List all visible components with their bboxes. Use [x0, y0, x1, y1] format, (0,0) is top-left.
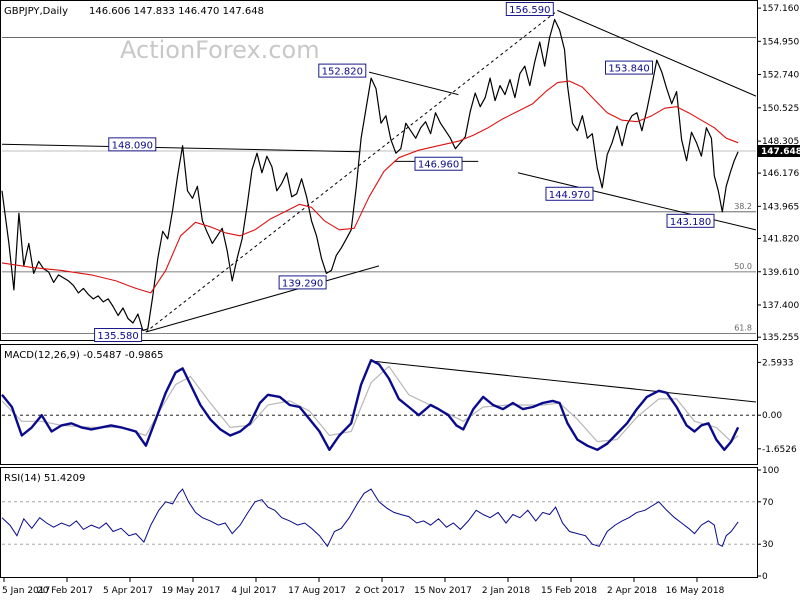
price-label-box: 139.290 [278, 275, 327, 290]
last-price-label: 147.648 [761, 147, 800, 157]
y-tick-label: 154.950 [762, 37, 799, 47]
price-label-box-frame [666, 213, 715, 228]
y-tick-label: 150.525 [762, 104, 799, 114]
price-series-line [1, 18, 739, 332]
price-label-box: 148.090 [108, 137, 157, 152]
price-label-box-frame [505, 2, 554, 17]
fib-level-label: 61.8 [734, 323, 752, 332]
price-label-text: 146.960 [418, 160, 459, 171]
macd-y-tick-label: 2.5933 [762, 358, 794, 368]
rsi-title: RSI(14) 51.4209 [4, 473, 85, 484]
price-trendlines [1, 10, 757, 333]
rsi-line [1, 488, 739, 548]
last-price-tag [758, 145, 800, 158]
rsi-y-axis: 100 70 30 0 [757, 466, 779, 582]
macd-trendline [372, 360, 757, 403]
x-tick-label: 2 Oct 2017 [355, 586, 405, 596]
y-tick-label: 146.176 [762, 169, 799, 179]
price-label-box: 153.840 [605, 60, 654, 75]
price-panel-frame [0, 0, 758, 341]
price-label-box: 135.580 [94, 327, 143, 342]
rsi-panel-frame [0, 467, 758, 578]
macd-line [1, 359, 740, 451]
price-label-box-frame [545, 186, 594, 201]
price-series [1, 18, 739, 332]
rsi-y-tick-label: 0 [762, 572, 768, 582]
price-label-box-frame [94, 327, 143, 342]
price-label-box: 146.960 [414, 156, 463, 171]
macd-y-tick-label: -1.6526 [762, 445, 797, 455]
price-label-box-frame [108, 137, 157, 152]
watermark: ActionForex.com [120, 36, 320, 64]
x-tick-label: 2 Jan 2018 [482, 586, 530, 596]
price-label-box-frame [414, 156, 463, 171]
x-tick-label: 5 Jan 2017 [2, 586, 50, 596]
price-label-text: 153.840 [608, 64, 649, 75]
fib-level-label: 38.2 [734, 202, 752, 211]
trendline [368, 71, 459, 96]
price-label-box: 143.180 [666, 213, 715, 228]
fib-level-label: 50.0 [734, 262, 752, 271]
trendline [1, 143, 360, 153]
ohlc-readout: 146.606 147.833 146.470 147.648 [89, 6, 264, 17]
price-label-text: 135.580 [97, 331, 138, 342]
y-tick-label: 152.740 [762, 71, 799, 81]
y-tick-label: 157.160 [762, 4, 799, 14]
macd-title: MACD(12,26,9) -0.5487 -0.9865 [4, 350, 164, 361]
x-tick-label: 4 Jul 2017 [231, 586, 276, 596]
macd-trendlines [372, 360, 757, 403]
x-tick-label: 5 Apr 2017 [103, 586, 153, 596]
price-levels: 38.2 50.0 61.8 [2, 37, 756, 334]
x-tick-label: 19 May 2017 [162, 586, 221, 596]
rsi-series [1, 488, 739, 548]
x-tick-label: 16 May 2018 [666, 586, 725, 596]
trendline [145, 265, 380, 333]
y-tick-label: 139.610 [762, 268, 799, 278]
price-y-axis: 157.160 154.950 152.740 150.525 148.305 146.1… [757, 4, 800, 343]
y-tick-label: 148.305 [762, 137, 799, 147]
x-tick-label: 15 Feb 2018 [541, 586, 597, 596]
macd-signal-line [1, 365, 739, 443]
price-label-box: 152.820 [318, 63, 367, 78]
rsi-y-tick-label: 70 [762, 498, 774, 508]
price-label-box-frame [318, 63, 367, 78]
rsi-y-tick-label: 30 [762, 540, 774, 550]
price-annotations: 148.090 135.580 152.820 139.290 146.960 156.5… [94, 2, 715, 342]
moving-average-line [1, 80, 739, 294]
macd-series [1, 359, 740, 451]
price-label-text: 144.970 [549, 190, 590, 201]
rsi-levels [2, 501, 756, 545]
price-label-box: 156.590 [505, 2, 554, 17]
trendline [517, 172, 757, 231]
x-tick-label: 2 Apr 2018 [607, 586, 657, 596]
x-tick-label: 15 Nov 2017 [414, 586, 472, 596]
price-label-text: 148.090 [112, 140, 153, 151]
macd-panel-frame [0, 344, 758, 465]
trendline [557, 10, 757, 97]
x-tick-label: 17 Aug 2017 [288, 586, 346, 596]
y-tick-label: 135.255 [762, 333, 799, 343]
price-label-box-frame [605, 60, 654, 75]
y-tick-label: 143.965 [762, 202, 799, 212]
price-label-text: 156.590 [509, 5, 550, 16]
y-tick-label: 141.820 [762, 235, 799, 245]
x-tick-label: 20 Feb 2017 [37, 586, 93, 596]
macd-y-tick-label: 0.00 [762, 411, 782, 421]
price-label-box: 144.970 [545, 186, 594, 201]
macd-y-axis: 2.5933 0.00 -1.6526 [757, 358, 797, 455]
price-label-text: 143.180 [670, 217, 711, 228]
price-label-text: 152.820 [322, 67, 363, 78]
price-label-text: 139.290 [282, 278, 323, 289]
rsi-y-tick-label: 100 [762, 466, 779, 476]
symbol-label: GBPJPY,Daily [4, 6, 68, 17]
price-label-box-frame [278, 275, 327, 290]
y-tick-label: 137.400 [762, 301, 799, 311]
